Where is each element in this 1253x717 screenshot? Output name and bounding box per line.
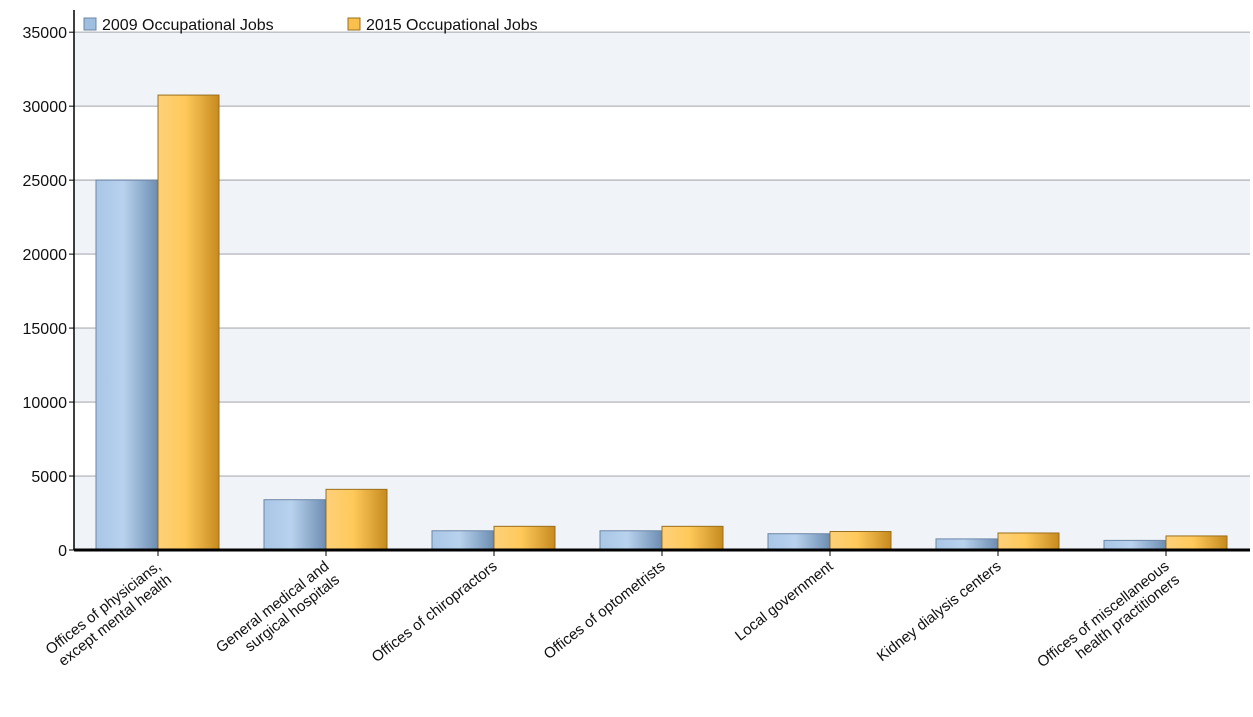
plot-band — [74, 254, 1250, 329]
legend-swatch — [347, 17, 361, 31]
y-tick-label: 25000 — [23, 173, 68, 190]
y-tick-label: 20000 — [23, 247, 68, 264]
plot-band — [74, 180, 1250, 255]
bar-2015-2 — [493, 525, 556, 551]
x-category-label: Offices of miscellaneoushealth practitio… — [1034, 558, 1183, 685]
plot-background-bands — [74, 10, 1250, 550]
bar-2015-5 — [997, 532, 1060, 551]
plot-band — [74, 32, 1250, 107]
y-axis-ticks: 0 5000 10000 15000 20000 25000 30000 35000 — [23, 25, 74, 560]
bar-2015-6 — [1165, 535, 1228, 551]
x-category-label-line: Kidney dialysis centers — [874, 558, 1005, 665]
x-category-label: Offices of chiropractors — [369, 558, 501, 666]
bars — [95, 94, 1228, 551]
plot-band — [74, 106, 1250, 181]
x-category-label-line: Offices of miscellaneous — [1034, 558, 1172, 671]
bar-2009-2 — [431, 530, 494, 551]
plot-band — [74, 10, 1250, 33]
bar-2015-3 — [661, 525, 724, 551]
bar-2015-1 — [325, 488, 388, 551]
x-category-label-line: Offices of chiropractors — [369, 558, 501, 666]
y-tick-label: 0 — [58, 543, 67, 560]
bar-2009-1 — [263, 499, 326, 551]
x-category-label: General medical andsurgical hospitals — [213, 558, 343, 670]
y-tick-label: 5000 — [31, 469, 67, 486]
x-category-label-line: General medical and — [213, 558, 333, 657]
bar-2015-4 — [829, 531, 892, 551]
legend-label: 2009 Occupational Jobs — [102, 17, 274, 34]
legend-swatch — [83, 17, 97, 31]
x-category-label: Offices of physicians,except mental heal… — [43, 558, 175, 672]
bar-2009-0 — [95, 179, 158, 551]
y-tick-label: 35000 — [23, 25, 68, 42]
legend-label: 2015 Occupational Jobs — [366, 17, 538, 34]
x-category-label-line: Offices of physicians, — [43, 558, 165, 658]
y-tick-label: 15000 — [23, 321, 68, 338]
x-category-label: Local government — [732, 557, 837, 644]
y-tick-label: 30000 — [23, 99, 68, 116]
bar-2015-0 — [157, 94, 220, 551]
bar-2009-4 — [767, 533, 830, 551]
bar-2009-5 — [935, 538, 998, 551]
x-category-label-line: Offices of optometrists — [541, 558, 669, 663]
x-category-label: Kidney dialysis centers — [874, 558, 1005, 665]
x-axis-category-labels: Offices of physicians,except mental heal… — [43, 550, 1183, 685]
legend: 2009 Occupational Jobs 2015 Occupational … — [83, 17, 538, 34]
y-tick-label: 10000 — [23, 395, 68, 412]
plot-band — [74, 402, 1250, 477]
gridlines — [74, 31, 1250, 477]
x-category-label-line: Local government — [732, 557, 837, 644]
bar-2009-3 — [599, 530, 662, 551]
plot-band — [74, 328, 1250, 403]
x-category-label: Offices of optometrists — [541, 558, 669, 663]
